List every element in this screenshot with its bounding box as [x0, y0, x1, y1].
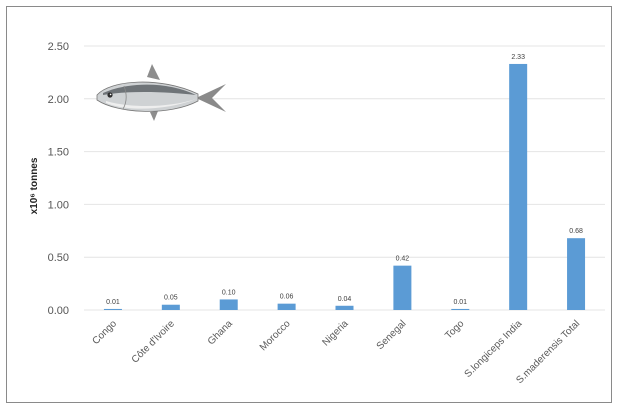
- bar: [335, 305, 354, 310]
- x-category-label: Nigeria: [320, 318, 350, 348]
- y-tick-label: 1.00: [48, 199, 69, 211]
- bar: [161, 304, 180, 310]
- y-tick-label: 0.00: [48, 305, 69, 317]
- x-category-label: S.maderensis Total: [514, 318, 582, 386]
- data-label: 0.01: [453, 299, 467, 306]
- bar: [219, 299, 238, 310]
- x-category-label: Côte d'Ivoire: [130, 318, 178, 366]
- x-category-label: S.longiceps India: [463, 318, 525, 380]
- data-label: 0.01: [106, 299, 120, 306]
- sardine-fish-icon: [96, 64, 226, 121]
- x-category-label: Morocco: [258, 318, 293, 353]
- x-category-label: Congo: [90, 318, 119, 347]
- y-tick-label: 2.00: [48, 94, 69, 106]
- y-tick-label: 2.50: [48, 41, 69, 53]
- bar: [509, 63, 528, 311]
- y-axis-title: x10⁶ tonnes: [29, 157, 40, 214]
- x-category-label: Senegal: [375, 318, 409, 352]
- y-tick-label: 1.50: [48, 147, 69, 159]
- x-axis-category-labels: Congo Côte d'Ivoire Ghana Morocco Nigeria Sen…: [90, 318, 582, 386]
- bar: [103, 308, 122, 310]
- data-label: 0.06: [280, 294, 294, 301]
- bar: [451, 308, 470, 310]
- x-category-label: Togo: [443, 318, 466, 341]
- data-label: 0.10: [222, 289, 236, 296]
- data-label: 0.68: [569, 228, 583, 235]
- data-label: 2.33: [511, 54, 525, 61]
- bar: [567, 238, 586, 310]
- data-label: 0.42: [396, 256, 410, 263]
- bar: [393, 265, 412, 310]
- data-label: 0.05: [164, 295, 178, 302]
- x-category-label: Ghana: [206, 318, 235, 347]
- bars: [103, 63, 586, 311]
- data-label: 0.04: [338, 296, 352, 303]
- y-axis-tick-labels: 0.00 0.50 1.00 1.50 2.00 2.50: [48, 41, 69, 317]
- data-labels: 0.01 0.05 0.10 0.06 0.04 0.42 0.01 2.33 0.68: [106, 54, 583, 306]
- y-tick-label: 0.50: [48, 252, 69, 264]
- bar: [277, 303, 296, 310]
